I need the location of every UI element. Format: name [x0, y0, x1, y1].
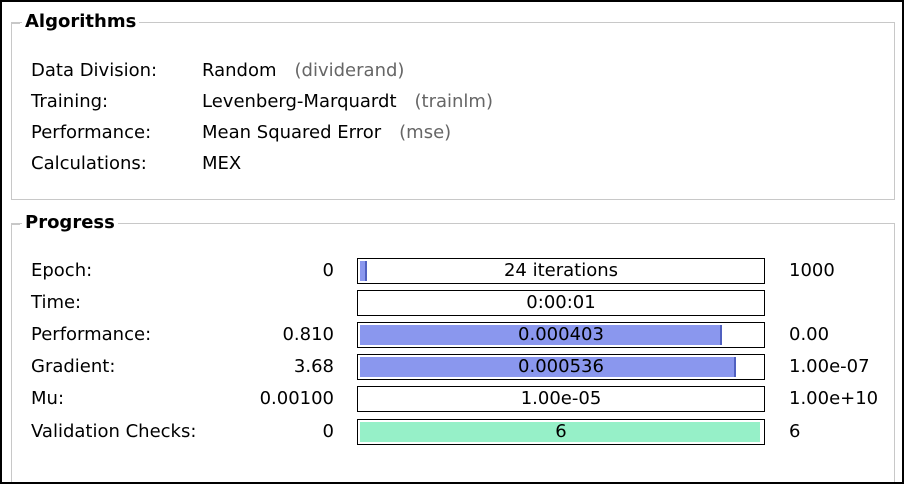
algorithms-group: Algorithms Data Division: Random (dividera… [11, 11, 895, 200]
algorithm-value: MEX [202, 149, 241, 179]
end-value: 1.00e+10 [789, 388, 879, 409]
algorithm-code: (dividerand) [294, 60, 405, 81]
progress-row: Gradient: 3.68 0.000536 1.00e-07 [12, 352, 894, 382]
algorithm-name: MEX [202, 153, 242, 174]
progress-label: Mu: [31, 388, 65, 409]
algorithm-label: Calculations: [31, 153, 147, 174]
progress-row: Performance: 0.810 0.000403 0.00 [12, 320, 894, 350]
progress-fill [360, 261, 367, 281]
start-value: 3.68 [293, 356, 334, 377]
algorithm-row: Training: Levenberg-Marquardt (trainlm) [12, 87, 894, 117]
algorithm-label: Training: [31, 91, 109, 112]
start-value: 0.00100 [259, 388, 334, 409]
group-title: Progress [22, 212, 118, 233]
algorithm-row: Calculations: MEX [12, 149, 894, 179]
algorithm-row: Data Division: Random (dividerand) [12, 56, 894, 86]
progress-text: 0.000403 [518, 324, 604, 345]
progress-bar: 0.000403 [357, 322, 765, 348]
progress-row: Validation Checks: 0 6 6 [12, 417, 894, 447]
progress-bar: 0.000536 [357, 354, 765, 380]
algorithm-name: Mean Squared Error [202, 122, 382, 143]
end-value: 6 [789, 421, 801, 442]
group-title: Algorithms [22, 11, 140, 32]
algorithm-row: Performance: Mean Squared Error (mse) [12, 118, 894, 148]
algorithm-value: Mean Squared Error (mse) [202, 118, 451, 148]
progress-label: Gradient: [31, 356, 116, 377]
end-value: 1.00e-07 [789, 356, 870, 377]
progress-text: 0.000536 [518, 356, 604, 377]
progress-text: 1.00e-05 [520, 388, 602, 409]
progress-text: 6 [555, 421, 567, 442]
group-border [12, 23, 20, 24]
algorithm-name: Random [202, 60, 277, 81]
algorithm-name: Levenberg-Marquardt [202, 91, 397, 112]
end-value: 0.00 [789, 324, 830, 345]
progress-fill [360, 325, 722, 345]
progress-fill [360, 357, 736, 377]
progress-text: 0:00:01 [526, 292, 596, 313]
progress-group: Progress Epoch: 0 24 iterations 1000 Time: 0:… [11, 212, 895, 482]
algorithm-label: Data Division: [31, 60, 158, 81]
start-value: 0.810 [282, 324, 334, 345]
algorithm-label: Performance: [31, 122, 152, 143]
group-border [12, 224, 20, 225]
algorithm-value: Random (dividerand) [202, 56, 404, 86]
progress-row: Mu: 0.00100 1.00e-05 1.00e+10 [12, 384, 894, 414]
progress-row: Epoch: 0 24 iterations 1000 [12, 256, 894, 286]
progress-label: Time: [31, 292, 82, 313]
progress-label: Performance: [31, 324, 152, 345]
algorithm-code: (trainlm) [414, 91, 493, 112]
start-value: 0 [322, 260, 334, 281]
progress-row: Time: 0:00:01 [12, 288, 894, 318]
progress-fill [360, 422, 760, 442]
progress-bar: 0:00:01 [357, 290, 765, 316]
end-value: 1000 [789, 260, 835, 281]
progress-bar: 6 [357, 419, 765, 445]
progress-label: Validation Checks: [31, 421, 197, 442]
progress-bar: 24 iterations [357, 258, 765, 284]
progress-text: 24 iterations [503, 260, 619, 281]
progress-bar: 1.00e-05 [357, 386, 765, 412]
algorithm-code: (mse) [399, 122, 452, 143]
progress-label: Epoch: [31, 260, 93, 281]
start-value: 0 [322, 421, 334, 442]
algorithm-value: Levenberg-Marquardt (trainlm) [202, 87, 493, 117]
